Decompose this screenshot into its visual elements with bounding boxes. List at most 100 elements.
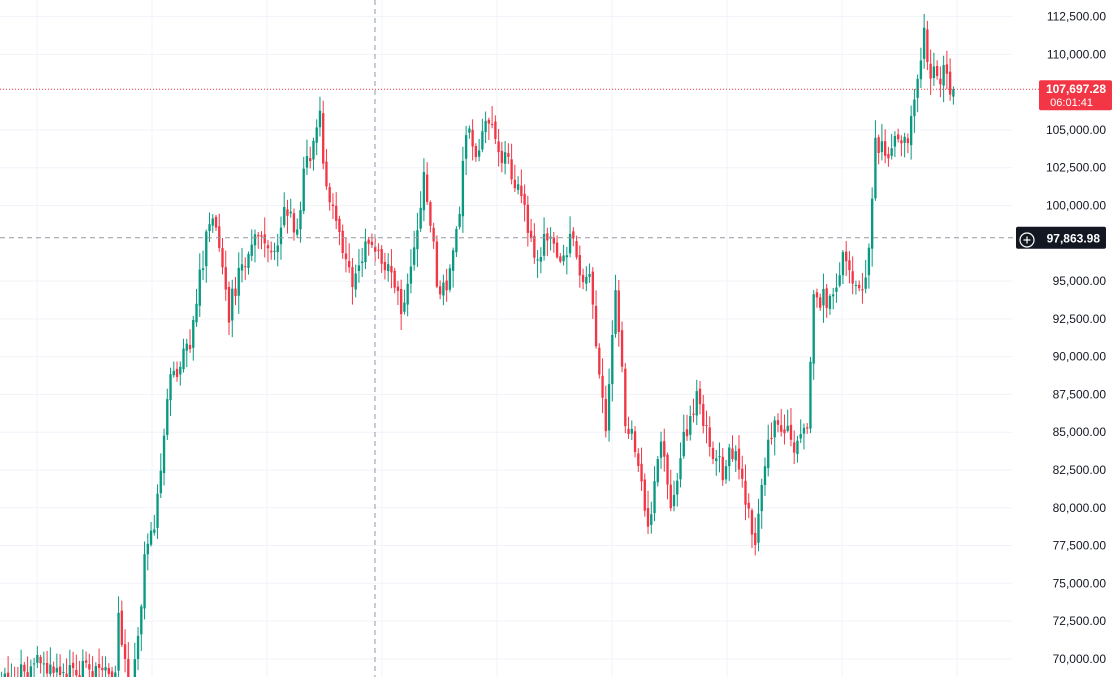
candle	[494, 115, 497, 145]
candle	[926, 20, 929, 71]
candle	[854, 280, 858, 295]
candle-body	[380, 248, 383, 264]
candle-body	[926, 29, 929, 63]
candle	[84, 651, 88, 669]
candle-body	[231, 288, 234, 321]
candle-body	[425, 174, 429, 202]
candle-body	[903, 136, 906, 143]
candle-body	[296, 229, 299, 235]
candle-body	[565, 255, 568, 258]
candle-body	[676, 480, 679, 495]
candle	[448, 264, 452, 293]
candle	[140, 604, 143, 652]
candle	[380, 245, 383, 273]
candle-body	[341, 230, 344, 254]
candle-body	[451, 250, 455, 271]
candle	[296, 218, 299, 238]
candle	[585, 266, 588, 292]
candle-body	[315, 127, 318, 143]
candle	[870, 187, 874, 267]
candle-body	[101, 667, 104, 671]
candle	[490, 106, 494, 129]
candle-body	[62, 672, 65, 674]
candle-body	[292, 213, 296, 233]
candle-body	[234, 288, 237, 297]
candle-body	[731, 448, 734, 460]
candle	[205, 229, 208, 283]
candle	[114, 665, 117, 682]
candle	[318, 96, 322, 137]
candle	[328, 182, 331, 211]
candle	[822, 273, 825, 323]
candle-body	[364, 241, 367, 263]
candle	[620, 321, 624, 373]
candle-body	[529, 230, 533, 239]
candle	[156, 484, 159, 539]
candle	[283, 192, 286, 228]
candle	[783, 414, 786, 445]
candle-body	[182, 348, 185, 370]
candle-body	[162, 435, 166, 474]
candle	[598, 343, 601, 379]
candle-body	[68, 665, 72, 680]
candle	[412, 230, 416, 271]
price-tick-label: 72,500.00	[1053, 614, 1107, 628]
candle	[559, 253, 562, 264]
last-price-value: 107,697.28	[1046, 82, 1106, 96]
candle-body	[114, 672, 117, 682]
candle-body	[133, 659, 136, 682]
candle	[247, 251, 250, 275]
candle	[565, 246, 568, 275]
candle	[653, 466, 656, 522]
candle-body	[705, 425, 708, 427]
candle-body	[744, 480, 747, 505]
candle-body	[159, 470, 162, 494]
candle	[162, 428, 166, 486]
candle	[630, 420, 633, 441]
candle-body	[117, 612, 120, 671]
candle-body	[201, 268, 205, 271]
candle-body	[153, 529, 156, 533]
candle	[685, 414, 689, 441]
candle-body	[309, 158, 312, 162]
candle	[916, 74, 919, 113]
candle-body	[835, 287, 838, 292]
candle	[877, 134, 880, 165]
plus-circle-icon[interactable]	[1019, 232, 1035, 248]
candle	[458, 206, 461, 230]
candle-body	[438, 286, 442, 295]
candle-body	[328, 187, 331, 203]
candle-body	[916, 78, 919, 98]
candle	[364, 228, 367, 270]
candle-body	[393, 270, 396, 288]
candle	[640, 447, 643, 491]
price-tick-label: 82,500.00	[1053, 463, 1107, 477]
candle	[698, 380, 702, 415]
candle-body	[575, 241, 578, 258]
candle	[32, 657, 36, 680]
candle	[250, 229, 253, 262]
candle	[455, 226, 458, 258]
candle	[536, 250, 539, 278]
candle	[851, 256, 854, 295]
candle-body	[507, 153, 510, 157]
candle-body	[65, 673, 68, 681]
candle-body	[559, 256, 562, 262]
candle-body	[55, 667, 59, 673]
candle	[211, 214, 214, 234]
candle-body	[464, 135, 468, 159]
candle	[409, 249, 413, 294]
price-axis[interactable]: 112,500.00 110,000.00 105,000.00 102,500.00…	[1046, 10, 1106, 666]
candle-body	[45, 662, 49, 674]
candle-body	[539, 257, 543, 262]
candle-body	[58, 666, 62, 675]
candle-body	[851, 271, 854, 284]
candle	[692, 398, 695, 423]
candle	[344, 237, 348, 273]
candle-body	[490, 124, 494, 126]
candle-body	[877, 137, 880, 154]
candle-body	[802, 427, 806, 434]
candle	[887, 146, 890, 167]
